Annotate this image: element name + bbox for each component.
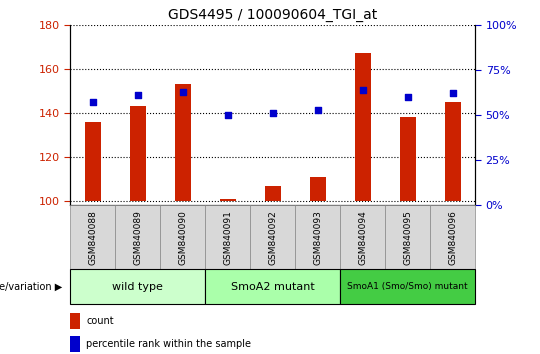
Text: GSM840096: GSM840096	[448, 210, 457, 265]
Bar	[70, 205, 115, 269]
Text: GSM840094: GSM840094	[358, 210, 367, 264]
Point	[178, 89, 187, 95]
Point	[89, 99, 97, 105]
Point	[403, 94, 412, 100]
Bar	[70, 336, 80, 352]
Text: GSM840088: GSM840088	[88, 210, 97, 265]
Bar	[400, 117, 416, 201]
Text: GSM840095: GSM840095	[403, 210, 412, 265]
Bar	[85, 122, 100, 201]
Bar	[205, 269, 340, 304]
Text: GSM840093: GSM840093	[313, 210, 322, 265]
Text: GSM840089: GSM840089	[133, 210, 142, 265]
Text: wild type: wild type	[112, 282, 163, 292]
Bar	[385, 205, 430, 269]
Bar	[250, 205, 295, 269]
Text: GSM840092: GSM840092	[268, 210, 277, 264]
Bar	[430, 205, 475, 269]
Point	[359, 87, 367, 93]
Bar	[160, 205, 205, 269]
Bar	[205, 205, 250, 269]
Text: GSM840091: GSM840091	[223, 210, 232, 265]
Bar	[310, 177, 326, 201]
Bar	[115, 205, 160, 269]
Bar	[340, 269, 475, 304]
Bar	[340, 205, 385, 269]
Title: GDS4495 / 100090604_TGI_at: GDS4495 / 100090604_TGI_at	[168, 8, 377, 22]
Point	[133, 92, 142, 98]
Point	[313, 107, 322, 113]
Point	[268, 110, 277, 116]
Bar	[295, 205, 340, 269]
Bar	[445, 102, 461, 201]
Text: count: count	[86, 316, 114, 326]
Bar	[265, 185, 281, 201]
Text: GSM840090: GSM840090	[178, 210, 187, 265]
Bar	[130, 106, 146, 201]
Point	[224, 112, 232, 118]
Bar	[70, 313, 80, 329]
Text: percentile rank within the sample: percentile rank within the sample	[86, 339, 252, 349]
Point	[448, 91, 457, 96]
Bar	[70, 269, 205, 304]
Text: SmoA1 (Smo/Smo) mutant: SmoA1 (Smo/Smo) mutant	[347, 282, 468, 291]
Bar	[220, 199, 235, 201]
Bar	[355, 53, 370, 201]
Bar	[175, 84, 191, 201]
Text: genotype/variation ▶: genotype/variation ▶	[0, 282, 62, 292]
Text: SmoA2 mutant: SmoA2 mutant	[231, 282, 315, 292]
